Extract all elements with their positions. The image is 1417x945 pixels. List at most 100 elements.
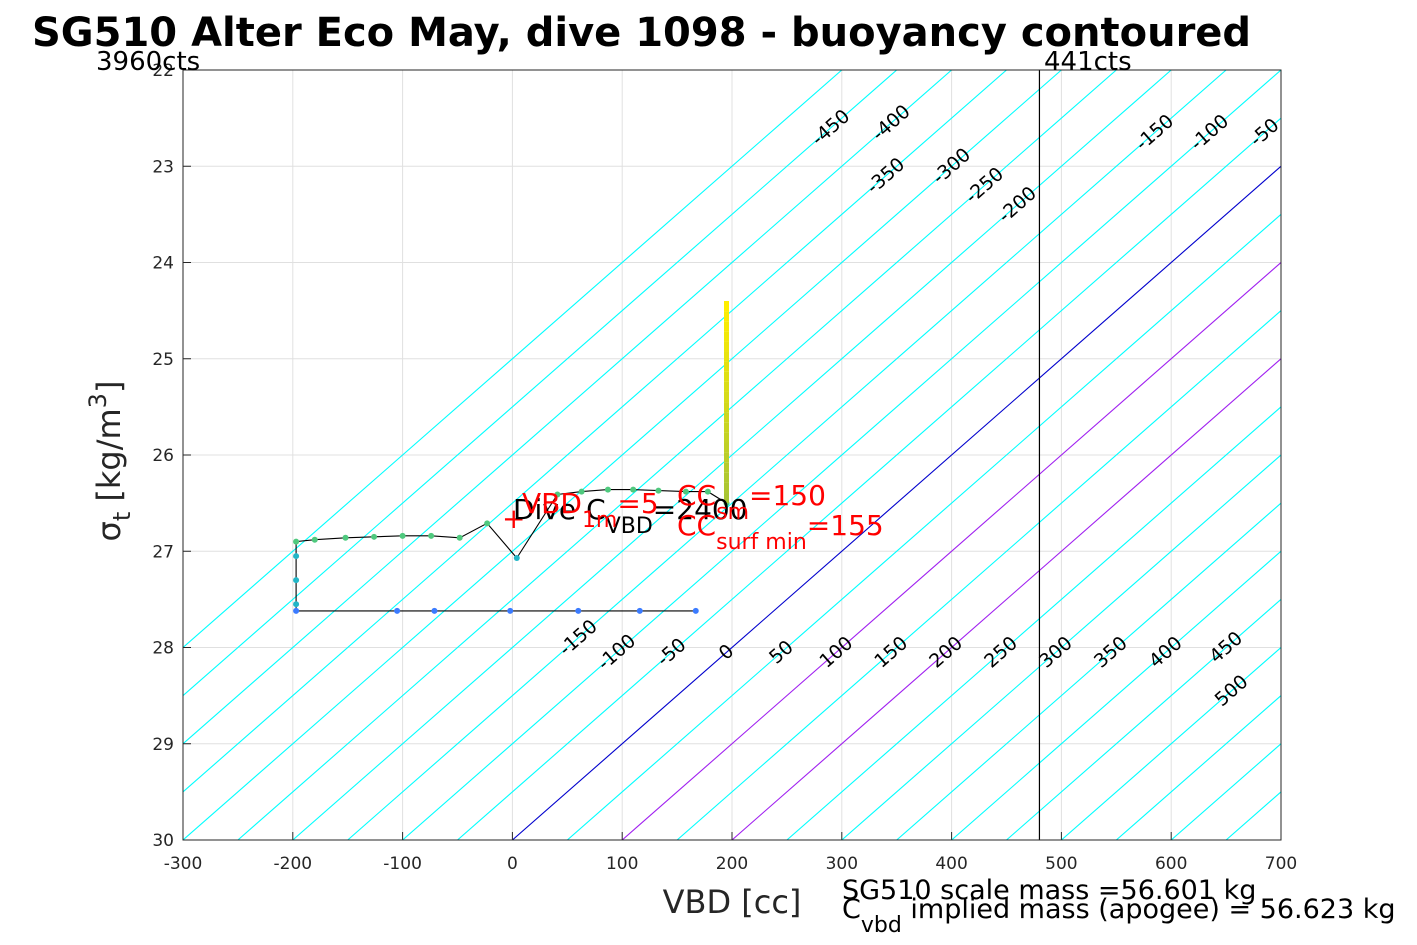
y-label-sup: 3 xyxy=(84,393,112,408)
y-label-sub: t xyxy=(108,512,136,521)
y-tick-label: 30 xyxy=(152,831,174,851)
annotation-marker: + xyxy=(502,502,525,535)
annotation-dive-word: Dive xyxy=(513,493,576,526)
dive-track-point xyxy=(704,488,711,495)
dive-track-point xyxy=(293,538,300,545)
dive-track-point xyxy=(399,532,406,539)
dive-track-point xyxy=(431,607,438,614)
y-axis-label: σt [kg/m3] xyxy=(84,381,136,542)
annotation-cc-word: CC xyxy=(677,479,716,512)
footer-scale-mass: SG510 scale mass =56.601 kg xyxy=(842,875,1256,906)
contour-line xyxy=(1280,839,1281,840)
contour-line xyxy=(731,358,1281,840)
dive-track-point xyxy=(311,536,318,543)
contour-line xyxy=(951,550,1281,840)
contour-line xyxy=(457,117,1281,840)
annotation-c-sub: VBD xyxy=(606,514,653,539)
dive-track-point xyxy=(456,534,463,541)
dive-track-point xyxy=(575,607,582,614)
x-tick-label: 300 xyxy=(826,854,858,874)
dive-track-point xyxy=(394,607,401,614)
x-tick-label: 100 xyxy=(606,854,638,874)
annotation-cc-surf: CCsurf min=155 xyxy=(677,509,884,555)
annotation-c-value: =2400 xyxy=(653,493,748,526)
annotation-vbd-word: VBD xyxy=(522,487,582,520)
dive-track-point xyxy=(655,487,662,494)
dive-track-point xyxy=(578,488,585,495)
y-tick-label: 27 xyxy=(152,542,174,562)
x-tick-label: 500 xyxy=(1045,854,1077,874)
x-tick-label: 600 xyxy=(1155,854,1187,874)
contour-lines xyxy=(183,70,1417,840)
y-tick-label: 25 xyxy=(152,350,174,370)
dive-track-point xyxy=(293,601,300,608)
dive-track-point xyxy=(484,520,491,527)
counts-right-label: 441cts xyxy=(1044,47,1132,77)
contour-line xyxy=(1391,70,1417,840)
x-tick-label: 700 xyxy=(1265,854,1297,874)
contour-line xyxy=(676,309,1281,840)
annotation-ccs-value: =155 xyxy=(807,509,884,542)
y-tick-label: 29 xyxy=(152,735,174,755)
dive-track-point xyxy=(293,553,300,560)
chart-title: SG510 Alter Eco May, dive 1098 - buoyanc… xyxy=(32,10,1251,56)
annotation-ccs-sub: surf min xyxy=(716,530,807,555)
annotation-vbd-value: =5 xyxy=(617,487,658,520)
contour-line xyxy=(1006,598,1281,840)
dive-track-point xyxy=(293,607,300,614)
contour-line xyxy=(1061,646,1281,840)
dive-track-point xyxy=(604,486,611,493)
x-tick-label: -300 xyxy=(164,854,203,874)
contour-line xyxy=(183,70,1007,793)
annotation-vbd-sub: 1m xyxy=(582,508,617,533)
dive-track-point xyxy=(293,577,300,584)
y-tick-label: 24 xyxy=(152,254,174,274)
y-tick-label: 23 xyxy=(152,157,174,177)
y-tick-label: 26 xyxy=(152,446,174,466)
y-tick-label: 22 xyxy=(152,61,174,81)
x-axis-label: VBD [cc] xyxy=(663,883,802,921)
contour-line xyxy=(402,70,1281,840)
contour-line xyxy=(183,70,843,649)
annotation-dive-cvbd: Dive CVBD=2400 xyxy=(513,493,748,539)
dive-track-point xyxy=(692,607,699,614)
dive-track-layer xyxy=(293,301,730,614)
dive-track-point xyxy=(342,534,349,541)
x-tick-label: 200 xyxy=(716,854,748,874)
annotation-cc-sub: sm xyxy=(716,500,749,525)
dive-track-point xyxy=(428,532,435,539)
x-ticks: -300 -200 -100 0 100 200 300 400 500 600 700 xyxy=(164,832,1297,874)
counts-left-label: 3960cts xyxy=(96,47,200,77)
dive-track-point xyxy=(371,533,378,540)
dive-track-point xyxy=(682,488,689,495)
footer-c-letter: C xyxy=(842,894,861,925)
y-label-units: [kg/m xyxy=(90,408,128,511)
contour-line xyxy=(292,70,1172,840)
y-tick-label: 28 xyxy=(152,639,174,659)
contour-line xyxy=(183,70,952,745)
x-tick-label: -100 xyxy=(383,854,422,874)
dive-track-point xyxy=(630,486,637,493)
contour-line xyxy=(566,213,1281,840)
footer-implied-text: implied mass (apogee) = 56.623 kg xyxy=(902,894,1396,925)
annotation-vbd-1m: VBD1m=5 xyxy=(522,487,659,533)
contour-line xyxy=(347,70,1227,840)
dive-track-point xyxy=(636,607,643,614)
annotation-cc-value: =150 xyxy=(749,479,826,512)
annotations: + Dive CVBD=2400 VBD1m=5 CCsm=150 CCsurf … xyxy=(502,479,884,555)
y-label-close: ] xyxy=(90,381,128,393)
contour-line xyxy=(237,70,1117,840)
contour-line xyxy=(896,502,1281,840)
contour-line xyxy=(512,165,1281,840)
y-ticks: 22 23 24 25 26 27 28 29 30 xyxy=(152,61,191,851)
contour-line xyxy=(1115,694,1281,840)
dive-track-point xyxy=(507,607,514,614)
annotation-ccs-word: CC xyxy=(677,509,716,542)
y-label-symbol: σ xyxy=(90,521,128,541)
contour-line xyxy=(786,406,1281,840)
contour-line xyxy=(183,70,1062,840)
footer-c-sub: vbd xyxy=(861,913,902,938)
annotation-c-letter: C xyxy=(586,493,606,526)
x-tick-label: 400 xyxy=(935,854,967,874)
